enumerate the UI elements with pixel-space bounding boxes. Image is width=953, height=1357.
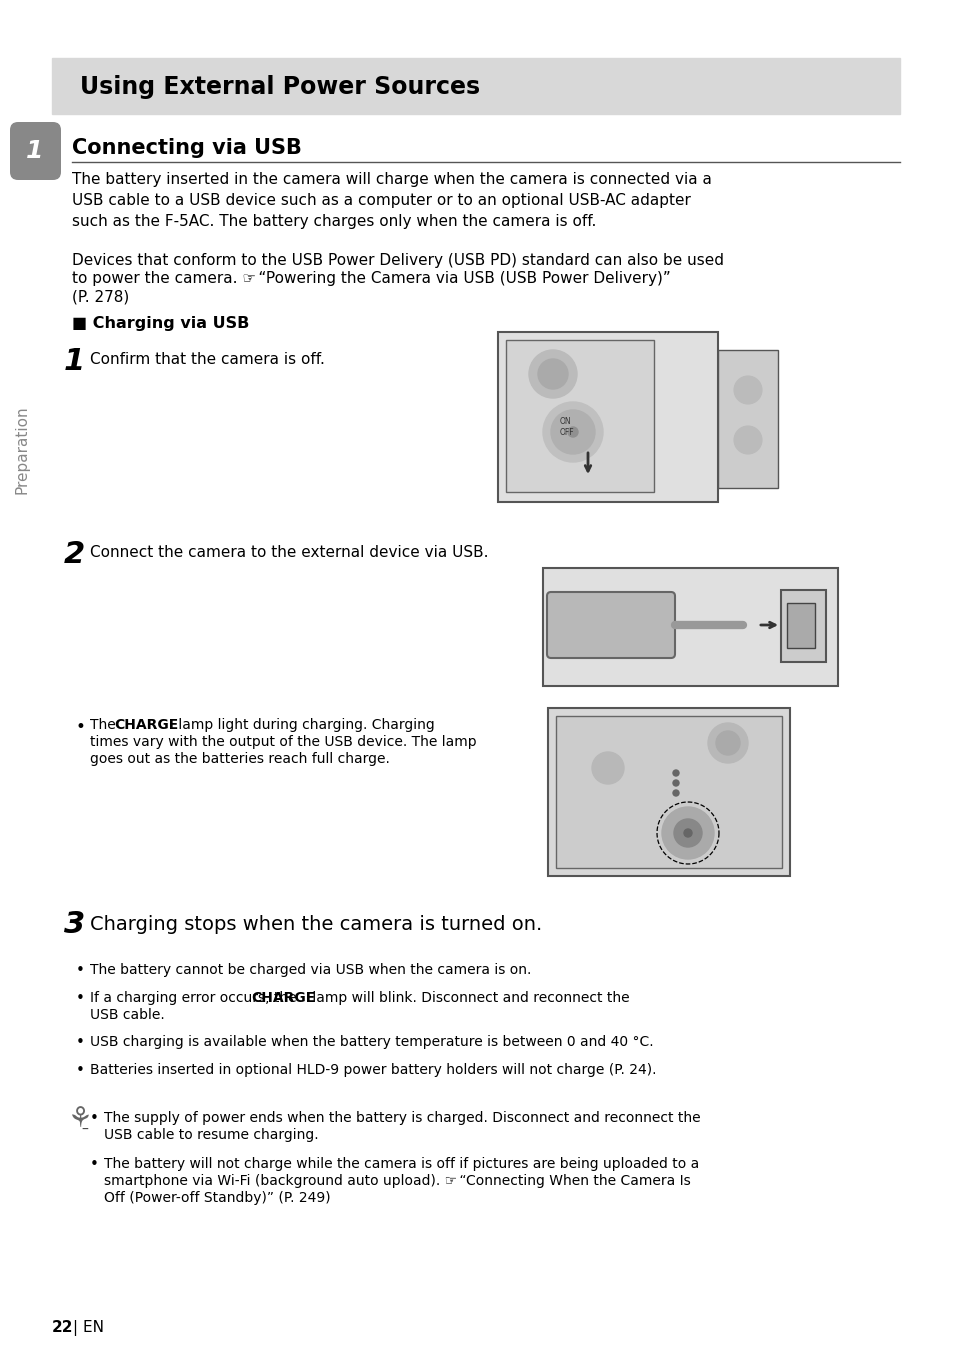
Circle shape xyxy=(733,426,761,455)
Circle shape xyxy=(673,820,701,847)
Circle shape xyxy=(683,829,691,837)
Circle shape xyxy=(707,723,747,763)
Text: 1: 1 xyxy=(27,138,44,163)
FancyBboxPatch shape xyxy=(10,122,61,180)
Text: 3: 3 xyxy=(64,911,85,939)
Bar xyxy=(52,58,899,114)
Text: CHARGE: CHARGE xyxy=(113,718,178,731)
Text: If a charging error occurs, the: If a charging error occurs, the xyxy=(90,991,301,1006)
Text: The supply of power ends when the battery is charged. Disconnect and reconnect t: The supply of power ends when the batter… xyxy=(104,1111,700,1125)
Text: Confirm that the camera is off.: Confirm that the camera is off. xyxy=(90,351,325,366)
Text: Charging stops when the camera is turned on.: Charging stops when the camera is turned… xyxy=(90,915,541,934)
Text: smartphone via Wi-Fi (background auto upload). ☞ “Connecting When the Camera Is: smartphone via Wi-Fi (background auto up… xyxy=(104,1174,690,1187)
Bar xyxy=(542,569,837,687)
Circle shape xyxy=(592,752,623,784)
Text: lamp will blink. Disconnect and reconnect the: lamp will blink. Disconnect and reconnec… xyxy=(308,991,629,1006)
Text: –: – xyxy=(81,1124,88,1137)
Text: •: • xyxy=(76,991,85,1006)
Circle shape xyxy=(733,376,761,404)
Circle shape xyxy=(672,769,679,776)
Text: Preparation: Preparation xyxy=(14,406,30,494)
Circle shape xyxy=(672,780,679,786)
Text: •: • xyxy=(90,1111,99,1126)
Text: 2: 2 xyxy=(64,540,85,569)
Text: Devices that conform to the USB Power Delivery (USB PD) standard can also be use: Devices that conform to the USB Power De… xyxy=(71,252,723,267)
Circle shape xyxy=(567,427,578,437)
Text: •: • xyxy=(76,1063,85,1077)
Text: | EN: | EN xyxy=(73,1320,104,1337)
Circle shape xyxy=(716,731,740,754)
Circle shape xyxy=(672,790,679,797)
Text: •: • xyxy=(76,718,86,735)
Text: Using External Power Sources: Using External Power Sources xyxy=(80,75,479,99)
Text: The: The xyxy=(90,718,120,731)
Text: lamp light during charging. Charging: lamp light during charging. Charging xyxy=(173,718,435,731)
Text: The battery cannot be charged via USB when the camera is on.: The battery cannot be charged via USB wh… xyxy=(90,963,531,977)
Text: The battery inserted in the camera will charge when the camera is connected via : The battery inserted in the camera will … xyxy=(71,172,711,229)
Text: Connecting via USB: Connecting via USB xyxy=(71,138,301,157)
Circle shape xyxy=(537,360,567,389)
Text: USB charging is available when the battery temperature is between 0 and 40 °C.: USB charging is available when the batte… xyxy=(90,1035,653,1049)
Text: ■ Charging via USB: ■ Charging via USB xyxy=(71,316,249,331)
Bar xyxy=(786,603,814,649)
Text: 22: 22 xyxy=(52,1320,73,1335)
Text: to power the camera. ☞ “Powering the Camera via USB (USB Power Delivery)”: to power the camera. ☞ “Powering the Cam… xyxy=(71,271,670,286)
Bar xyxy=(547,708,789,877)
FancyBboxPatch shape xyxy=(546,592,675,658)
Text: USB cable to resume charging.: USB cable to resume charging. xyxy=(104,1128,318,1143)
Text: The battery will not charge while the camera is off if pictures are being upload: The battery will not charge while the ca… xyxy=(104,1158,699,1171)
Circle shape xyxy=(542,402,602,461)
Bar xyxy=(556,716,781,868)
Circle shape xyxy=(661,807,713,859)
Text: Connect the camera to the external device via USB.: Connect the camera to the external devic… xyxy=(90,546,488,560)
Circle shape xyxy=(529,350,577,398)
Circle shape xyxy=(551,410,595,455)
Text: times vary with the output of the USB device. The lamp: times vary with the output of the USB de… xyxy=(90,735,476,749)
Text: Batteries inserted in optional HLD-9 power battery holders will not charge (P. 2: Batteries inserted in optional HLD-9 pow… xyxy=(90,1063,656,1077)
Text: •: • xyxy=(76,1035,85,1050)
Bar xyxy=(497,332,718,502)
Text: USB cable.: USB cable. xyxy=(90,1008,165,1022)
Text: goes out as the batteries reach full charge.: goes out as the batteries reach full cha… xyxy=(90,752,390,765)
Text: ON: ON xyxy=(559,417,571,426)
Bar xyxy=(718,350,778,489)
Bar xyxy=(505,341,654,493)
Text: Off (Power-off Standby)” (P. 249): Off (Power-off Standby)” (P. 249) xyxy=(104,1191,331,1205)
Text: ⚘: ⚘ xyxy=(67,1105,91,1133)
Text: •: • xyxy=(76,963,85,978)
Text: 1: 1 xyxy=(64,347,85,376)
Text: •: • xyxy=(90,1158,99,1172)
Bar xyxy=(781,590,825,662)
Text: (P. 278): (P. 278) xyxy=(71,289,129,304)
Text: CHARGE: CHARGE xyxy=(251,991,314,1006)
Text: OFF: OFF xyxy=(559,427,574,437)
